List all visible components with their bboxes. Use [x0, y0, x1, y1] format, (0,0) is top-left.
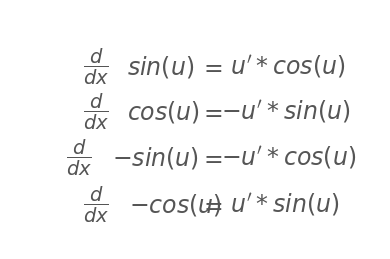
Text: $=$: $=$	[199, 193, 222, 217]
Text: $\it{sin(u)}$: $\it{sin(u)}$	[127, 54, 195, 80]
Text: $\it{- u' * sin(u)}$: $\it{- u' * sin(u)}$	[221, 98, 350, 125]
Text: $\it{u' * cos(u)}$: $\it{u' * cos(u)}$	[230, 54, 346, 80]
Text: $\it{- sin(u)}$: $\it{- sin(u)}$	[112, 145, 199, 171]
Text: $=$: $=$	[199, 55, 222, 79]
Text: $\it{- u' * cos(u)}$: $\it{- u' * cos(u)}$	[221, 145, 356, 171]
Text: $\it{cos(u)}$: $\it{cos(u)}$	[127, 99, 200, 125]
Text: $\it{u' * sin(u)}$: $\it{u' * sin(u)}$	[230, 191, 340, 218]
Text: $\dfrac{d}{dx}$: $\dfrac{d}{dx}$	[66, 138, 92, 178]
Text: $=$: $=$	[199, 146, 222, 170]
Text: $\dfrac{d}{dx}$: $\dfrac{d}{dx}$	[83, 92, 109, 132]
Text: $\it{- cos(u)}$: $\it{- cos(u)}$	[129, 192, 222, 218]
Text: $=$: $=$	[199, 100, 222, 124]
Text: $\dfrac{d}{dx}$: $\dfrac{d}{dx}$	[83, 185, 109, 225]
Text: $\dfrac{d}{dx}$: $\dfrac{d}{dx}$	[83, 47, 109, 87]
